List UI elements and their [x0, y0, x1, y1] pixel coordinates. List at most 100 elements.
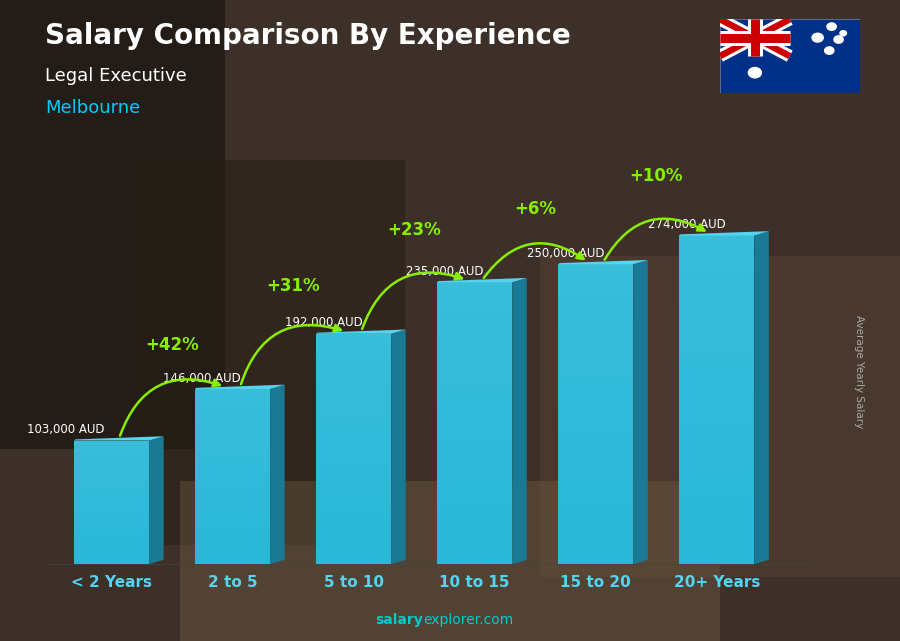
Bar	[437, 536, 512, 545]
Bar	[74, 440, 149, 445]
Bar	[680, 246, 754, 258]
Bar	[437, 442, 512, 451]
Bar	[195, 483, 270, 488]
Bar	[316, 495, 392, 503]
Bar	[437, 433, 512, 442]
Bar	[316, 395, 392, 403]
Bar	[680, 510, 754, 520]
Text: +6%: +6%	[514, 200, 556, 218]
Bar	[437, 479, 512, 489]
Bar	[558, 504, 634, 514]
Bar	[680, 290, 754, 301]
Text: +10%: +10%	[629, 167, 683, 185]
Bar	[437, 282, 512, 292]
Bar	[195, 494, 270, 500]
Bar	[558, 414, 634, 424]
Bar	[680, 323, 754, 334]
Bar	[195, 541, 270, 547]
Bar	[74, 461, 149, 465]
Bar	[74, 523, 149, 527]
Bar	[558, 394, 634, 404]
Bar	[316, 403, 392, 411]
Bar	[680, 542, 754, 553]
Bar	[316, 533, 392, 541]
Bar	[195, 459, 270, 465]
Bar	[74, 527, 149, 531]
Bar	[316, 334, 392, 564]
Bar	[316, 349, 392, 357]
Bar	[316, 464, 392, 472]
Bar	[195, 529, 270, 535]
Polygon shape	[149, 437, 164, 564]
Bar	[316, 541, 392, 549]
Bar	[680, 279, 754, 290]
Polygon shape	[392, 329, 406, 564]
Bar	[680, 389, 754, 400]
Bar	[316, 526, 392, 533]
Bar	[680, 258, 754, 269]
Bar	[680, 378, 754, 389]
Bar	[680, 400, 754, 411]
Bar	[74, 490, 149, 494]
Bar	[680, 411, 754, 422]
Bar	[558, 314, 634, 324]
Bar	[195, 389, 270, 564]
Bar	[437, 301, 512, 310]
Bar	[316, 418, 392, 426]
Bar	[680, 498, 754, 510]
Bar	[680, 367, 754, 378]
Polygon shape	[680, 231, 769, 235]
Text: +42%: +42%	[145, 336, 199, 354]
Bar	[195, 424, 270, 430]
Bar	[437, 329, 512, 338]
Bar	[558, 534, 634, 544]
Bar	[437, 358, 512, 367]
Bar	[316, 556, 392, 564]
Bar	[558, 284, 634, 294]
Bar	[437, 470, 512, 479]
Text: 103,000 AUD: 103,000 AUD	[27, 423, 104, 436]
Bar	[558, 324, 634, 334]
Bar	[558, 434, 634, 444]
Bar	[680, 520, 754, 531]
Bar	[74, 544, 149, 547]
Bar	[437, 526, 512, 536]
Bar	[316, 510, 392, 518]
Bar	[195, 523, 270, 529]
Bar	[680, 301, 754, 312]
Bar	[74, 449, 149, 453]
Text: Legal Executive: Legal Executive	[45, 67, 187, 85]
Bar	[558, 474, 634, 484]
Bar	[195, 412, 270, 418]
Circle shape	[812, 33, 824, 42]
Bar	[316, 479, 392, 487]
Bar	[558, 524, 634, 534]
Bar	[74, 503, 149, 506]
Bar	[437, 414, 512, 423]
Polygon shape	[754, 231, 769, 564]
Polygon shape	[634, 260, 648, 564]
Bar	[680, 312, 754, 323]
Bar	[437, 508, 512, 517]
Bar	[680, 433, 754, 444]
Bar	[74, 494, 149, 498]
Bar	[316, 472, 392, 479]
Circle shape	[827, 23, 836, 30]
Bar	[680, 487, 754, 498]
Bar	[74, 445, 149, 449]
Bar	[74, 535, 149, 539]
Polygon shape	[558, 260, 648, 264]
Bar	[195, 465, 270, 470]
Bar	[558, 444, 634, 454]
Bar	[558, 334, 634, 344]
Bar	[316, 449, 392, 456]
Bar	[74, 440, 149, 564]
Bar	[316, 342, 392, 349]
Bar	[316, 365, 392, 372]
Circle shape	[834, 36, 843, 43]
Bar	[680, 476, 754, 487]
Text: Salary Comparison By Experience: Salary Comparison By Experience	[45, 22, 571, 51]
Bar	[558, 404, 634, 414]
Bar	[558, 294, 634, 304]
Bar	[437, 310, 512, 320]
